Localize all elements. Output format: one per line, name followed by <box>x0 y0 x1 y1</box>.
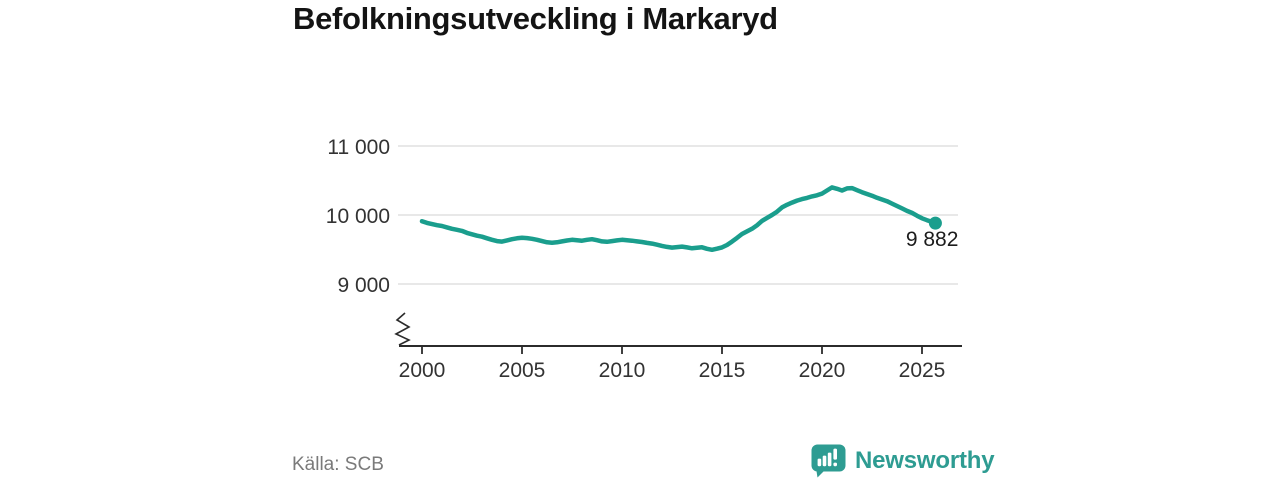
axis-break-icon <box>394 312 411 346</box>
x-tick-label: 2020 <box>799 359 846 382</box>
x-tick-label: 2000 <box>399 359 446 382</box>
y-axis-labels: 11 000 10 000 9 000 <box>326 136 390 297</box>
y-tick-label: 11 000 <box>327 136 390 159</box>
x-axis-labels: 2000 2005 2010 2015 2020 2025 <box>399 359 946 382</box>
x-tick-label: 2005 <box>499 359 546 382</box>
newsworthy-wordmark: Newsworthy <box>855 447 995 474</box>
chart-title: Befolkningsutveckling i Markaryd <box>293 1 778 36</box>
population-trend-line <box>419 185 938 253</box>
x-tick-label: 2025 <box>899 359 946 382</box>
y-tick-label: 10 000 <box>326 205 390 228</box>
gridlines <box>398 145 958 285</box>
y-tick-label: 9 000 <box>337 274 390 297</box>
last-value-label: 9 882 <box>906 228 959 251</box>
x-tick-label: 2010 <box>599 359 646 382</box>
newsworthy-bubble-chart-icon <box>811 444 846 478</box>
x-tick-label: 2015 <box>699 359 746 382</box>
x-axis-ticks <box>421 346 923 354</box>
newsworthy-logo: Newsworthy <box>811 444 995 478</box>
source-note: Källa: SCB <box>292 454 384 475</box>
population-trend: 9 882 <box>419 185 959 253</box>
last-value-dot <box>928 216 942 230</box>
